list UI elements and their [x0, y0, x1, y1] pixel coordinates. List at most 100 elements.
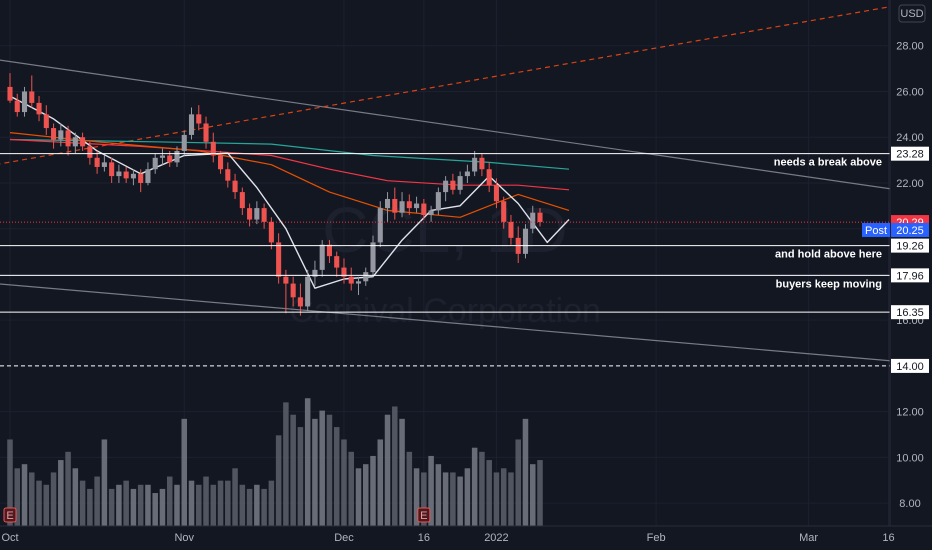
candle-body: [522, 228, 529, 254]
volume-bar: [471, 447, 478, 526]
level-tag-text: 19.26: [896, 241, 924, 253]
candle-body: [58, 130, 64, 140]
volume-bar: [442, 472, 449, 526]
earnings-markers[interactable]: EEE: [3, 507, 932, 523]
candle-body: [203, 123, 209, 142]
candle: [312, 260, 318, 286]
candle: [7, 73, 13, 103]
post-price-box: [891, 222, 929, 237]
candle: [479, 153, 485, 177]
candle-body: [283, 276, 289, 284]
currency-badge[interactable]: USD: [898, 4, 926, 23]
candle-body: [537, 212, 543, 223]
time-scale[interactable]: OctNovDec162022FebMar16Apr: [1, 532, 932, 544]
volume-bar: [355, 468, 362, 526]
currency-label: USD: [900, 8, 923, 20]
volume-bar: [457, 476, 463, 526]
candle-body: [232, 180, 238, 193]
trendline[interactable]: [0, 0, 932, 165]
level-price-tag: 19.26: [891, 238, 929, 253]
trendline[interactable]: [0, 283, 932, 375]
candle: [457, 171, 463, 195]
candle: [21, 86, 28, 117]
candle: [508, 214, 514, 245]
candle-body: [326, 244, 332, 257]
candle: [130, 169, 136, 186]
candle-body: [414, 203, 420, 209]
volume-bar: [152, 493, 158, 526]
candle: [370, 235, 376, 277]
candle-body: [196, 114, 202, 124]
candle: [392, 187, 398, 220]
volume-bar: [21, 464, 28, 526]
candle-body: [7, 86, 13, 101]
level-price-tag: 16.35: [891, 305, 929, 320]
candle-body: [508, 221, 514, 238]
volume-bar: [421, 472, 427, 526]
volume-bar: [239, 484, 246, 526]
candle: [58, 123, 64, 147]
volume-bar: [254, 484, 260, 526]
volume-bar: [29, 472, 35, 526]
earnings-marker[interactable]: E: [3, 507, 17, 523]
candle-body: [14, 100, 20, 113]
candle-body: [450, 180, 456, 190]
candle: [254, 201, 260, 225]
volume-bar: [522, 418, 529, 526]
trendlines[interactable]: [0, 0, 932, 375]
earnings-marker-label: E: [420, 510, 427, 522]
earnings-marker[interactable]: E: [417, 507, 431, 523]
candle-body: [130, 173, 136, 179]
volume-bars: [7, 398, 543, 526]
candle-body: [109, 162, 115, 177]
moving-average-line: [9, 138, 570, 170]
volume-bar: [58, 460, 64, 526]
volume-bar: [94, 476, 100, 526]
candle: [152, 153, 158, 174]
candlesticks: [7, 73, 543, 316]
candle: [443, 176, 449, 202]
post-price-tag: Post 20.25: [862, 222, 929, 237]
volume-bar: [232, 468, 238, 526]
volume-bar: [36, 480, 42, 526]
candle: [399, 192, 405, 218]
y-tick-label: 12.00: [896, 407, 924, 419]
candle-body: [486, 169, 492, 186]
candle-body: [123, 171, 129, 179]
x-tick-label: Dec: [334, 532, 354, 544]
candle: [247, 203, 253, 227]
candle: [261, 203, 267, 229]
candle-body: [87, 146, 93, 158]
volume-bar: [486, 460, 492, 526]
volume-bar: [101, 439, 108, 526]
candle: [435, 187, 441, 215]
candle-body: [377, 208, 383, 243]
candle-body: [268, 221, 274, 243]
volume-bar: [108, 488, 115, 526]
candle-body: [493, 185, 499, 202]
volume-bar: [14, 468, 21, 526]
candle: [218, 150, 224, 174]
volume-bar: [130, 488, 137, 526]
volume-bar: [370, 455, 376, 526]
candle-body: [290, 283, 296, 298]
candle: [421, 198, 427, 220]
candle-body: [392, 198, 398, 213]
y-tick-label: 10.00: [896, 452, 924, 464]
level-tag-box: [891, 238, 929, 253]
x-tick-label: Oct: [1, 532, 18, 544]
candle: [188, 107, 195, 140]
level-tag-text: 14.00: [896, 361, 924, 373]
volume-bar: [145, 484, 151, 526]
trendline[interactable]: [0, 59, 932, 212]
level-tag-text: 16.35: [896, 307, 924, 319]
candle: [428, 205, 434, 222]
candle-body: [319, 244, 325, 270]
earnings-marker-label: E: [6, 510, 13, 522]
candle: [486, 162, 492, 193]
volume-bar: [159, 488, 166, 526]
horizontal-levels[interactable]: needs a break above and hold above here bu…: [0, 153, 890, 367]
candle: [80, 132, 86, 151]
